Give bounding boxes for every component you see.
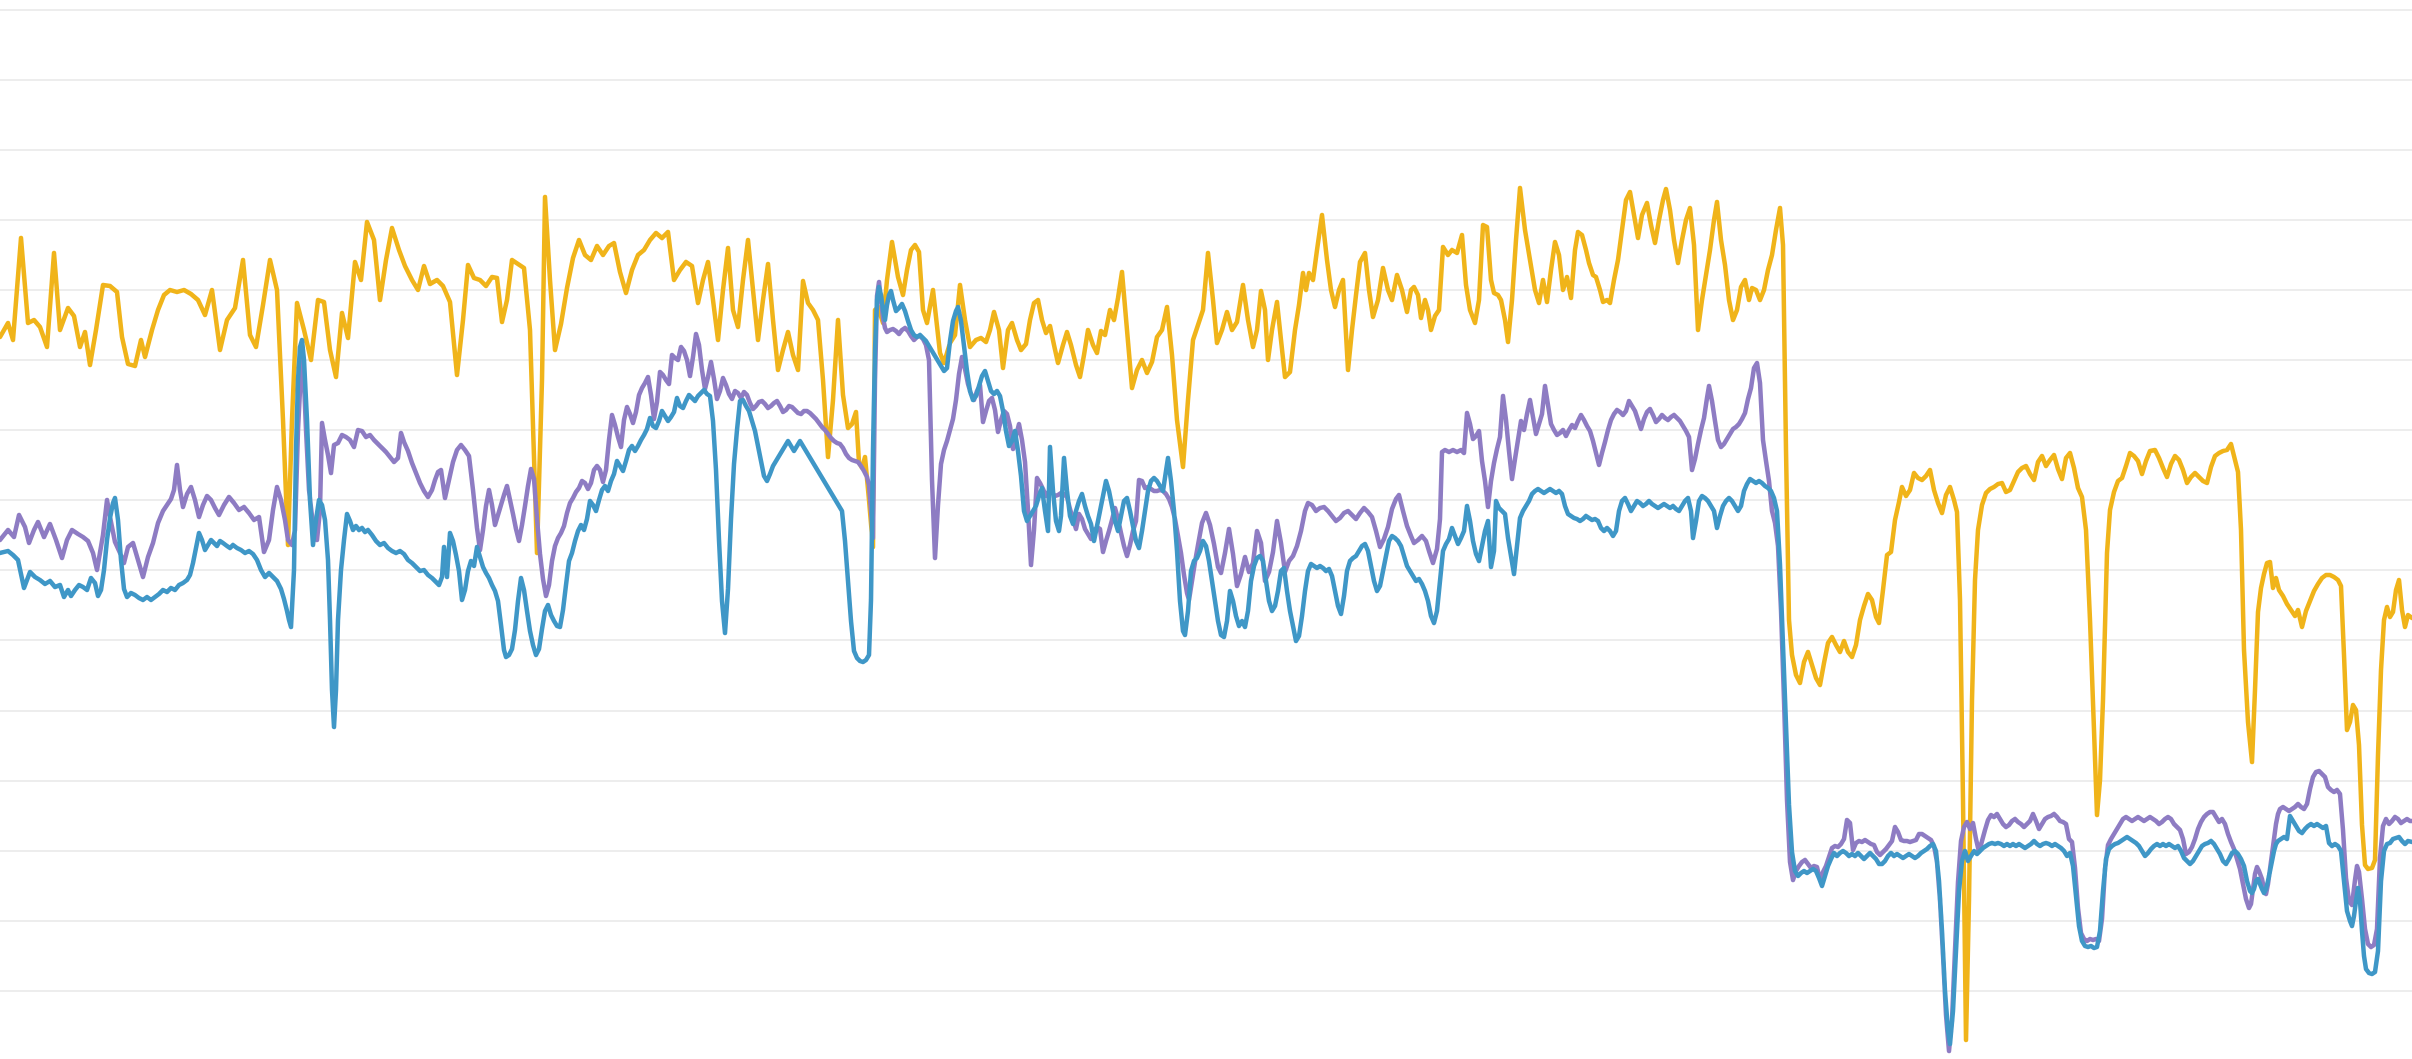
series-blue-line	[0, 284, 2412, 1047]
chart-series-lines	[0, 185, 2412, 1054]
series-purple-line	[0, 279, 2412, 1054]
series-yellow-line	[0, 185, 2412, 1043]
